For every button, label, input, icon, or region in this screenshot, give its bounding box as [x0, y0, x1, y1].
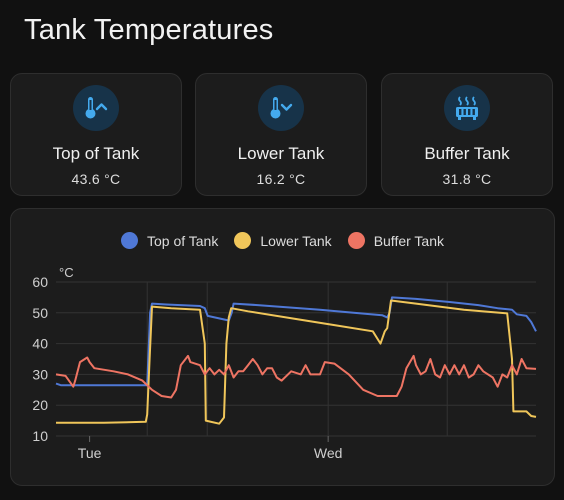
legend-label: Buffer Tank	[373, 232, 444, 249]
legend-swatch	[347, 232, 365, 249]
tile-buffer-tank[interactable]: Buffer Tank 31.8 °C	[381, 73, 553, 196]
line-chart[interactable]: °C 60 50 40 30 20 10 Tue Wed	[11, 209, 554, 485]
tile-value: 31.8 °C	[442, 171, 492, 187]
y-tick-label: 50	[32, 305, 48, 321]
legend-item-lower-tank[interactable]: Lower Tank	[234, 232, 332, 249]
page-title: Tank Temperatures	[24, 14, 274, 46]
y-tick-label: 30	[32, 366, 48, 382]
x-axis: Tue Wed	[78, 436, 343, 461]
legend-item-top-of-tank[interactable]: Top of Tank	[120, 232, 219, 249]
legend-label: Lower Tank	[260, 232, 332, 249]
y-axis-unit-label: °C	[59, 265, 74, 280]
legend-swatch	[234, 232, 252, 249]
legend-swatch	[120, 232, 138, 249]
tile-name: Top of Tank	[52, 144, 140, 163]
x-tick-label: Tue	[78, 445, 102, 461]
y-tick-label: 40	[32, 336, 48, 352]
thermometer-chevron-up-icon	[73, 85, 119, 131]
tile-top-of-tank[interactable]: Top of Tank 43.6 °C	[10, 73, 182, 196]
tile-name: Lower Tank	[237, 144, 325, 163]
y-axis: 60 50 40 30 20 10	[32, 274, 48, 444]
legend-label: Top of Tank	[146, 232, 219, 249]
legend-item-buffer-tank[interactable]: Buffer Tank	[347, 232, 444, 249]
tile-lower-tank[interactable]: Lower Tank 16.2 °C	[195, 73, 367, 196]
y-tick-label: 10	[32, 428, 48, 444]
series-line-buffer-tank[interactable]	[55, 354, 537, 399]
y-tick-label: 60	[32, 274, 48, 290]
tile-value: 16.2 °C	[256, 171, 306, 187]
series-lines	[55, 296, 537, 425]
y-tick-label: 20	[32, 397, 48, 413]
series-line-top-of-tank[interactable]	[55, 296, 537, 387]
water-boiler-icon	[444, 85, 490, 131]
history-graph-card: Top of Tank Lower Tank Buffer Tank °C 60…	[10, 208, 555, 486]
chart-grid	[56, 281, 536, 437]
tile-value: 43.6 °C	[71, 171, 121, 187]
thermometer-chevron-down-icon	[258, 85, 304, 131]
series-line-lower-tank[interactable]	[56, 299, 537, 425]
chart-legend: Top of Tank Lower Tank Buffer Tank	[11, 232, 554, 249]
tile-name: Buffer Tank	[424, 144, 510, 163]
x-tick-label: Wed	[314, 445, 343, 461]
